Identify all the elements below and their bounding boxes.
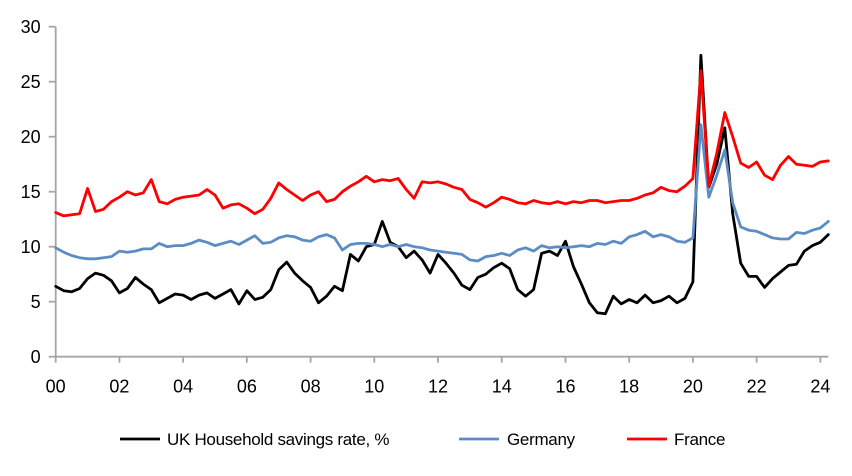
x-tick-label: 24 xyxy=(810,377,830,397)
legend: UK Household savings rate, % Germany Fra… xyxy=(120,430,725,449)
y-tick-label: 5 xyxy=(31,292,41,312)
x-tick-label: 00 xyxy=(46,377,66,397)
x-tick-label: 02 xyxy=(109,377,129,397)
x-tick-label: 22 xyxy=(747,377,767,397)
series-line-france xyxy=(54,69,830,218)
x-tick-label: 16 xyxy=(555,377,575,397)
x-tick-label: 12 xyxy=(428,377,448,397)
x-tick-label: 08 xyxy=(301,377,321,397)
x-tick-label: 06 xyxy=(237,377,257,397)
y-tick-label: 0 xyxy=(31,347,41,367)
series-line-germany xyxy=(54,123,830,263)
y-tick-label: 30 xyxy=(21,17,41,37)
y-tick-label: 15 xyxy=(21,182,41,202)
y-tick-label: 25 xyxy=(21,72,41,92)
x-tick-label: 10 xyxy=(364,377,384,397)
y-tick-label: 20 xyxy=(21,127,41,147)
x-tick-label: 14 xyxy=(492,377,512,397)
x-tick-label: 20 xyxy=(683,377,703,397)
y-tick-label: 10 xyxy=(21,237,41,257)
axes: 0 5 10 15 20 25 30 00 02 04 06 08 10 12 14 16 18 20 22 24 xyxy=(21,17,831,397)
plot-lines xyxy=(54,53,830,316)
x-tick-label: 18 xyxy=(619,377,639,397)
x-tick-label: 04 xyxy=(173,377,193,397)
legend-label-uk: UK Household savings rate, % xyxy=(167,430,389,449)
legend-label-france: France xyxy=(674,430,725,449)
legend-label-germany: Germany xyxy=(507,430,576,449)
